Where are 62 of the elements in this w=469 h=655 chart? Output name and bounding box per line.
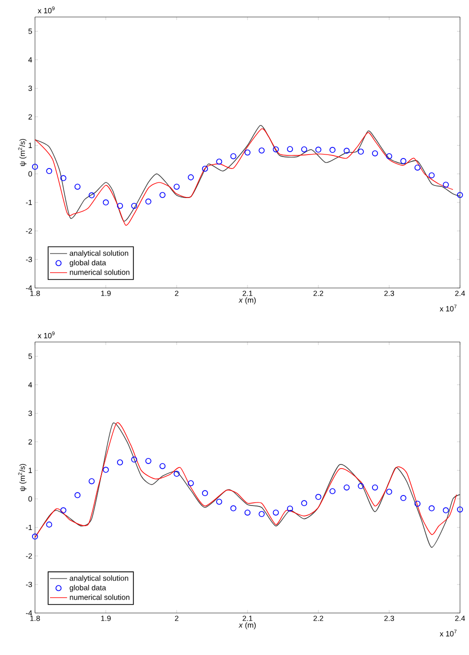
point <box>60 507 66 514</box>
point <box>457 506 463 512</box>
point <box>330 146 336 153</box>
point <box>272 510 279 516</box>
point <box>414 500 420 507</box>
point <box>272 146 279 152</box>
point <box>442 507 449 514</box>
point <box>46 522 52 528</box>
point <box>301 146 308 152</box>
point <box>74 492 80 498</box>
point <box>258 147 265 154</box>
point <box>117 459 123 466</box>
point <box>344 484 350 490</box>
point <box>145 458 152 464</box>
point <box>386 153 392 160</box>
point <box>46 168 52 174</box>
point <box>414 164 420 171</box>
point <box>117 202 123 209</box>
point <box>230 505 236 512</box>
point <box>330 488 336 494</box>
point <box>160 192 166 198</box>
point <box>372 150 378 156</box>
point <box>372 484 378 490</box>
point <box>74 184 80 190</box>
point <box>202 166 208 172</box>
point <box>358 483 364 490</box>
point <box>160 463 166 470</box>
point <box>400 495 406 502</box>
point <box>188 480 194 486</box>
point <box>386 488 392 495</box>
point <box>32 534 38 540</box>
point <box>216 158 222 165</box>
point <box>88 478 95 484</box>
point <box>216 498 222 505</box>
point <box>428 172 435 178</box>
point <box>174 184 180 190</box>
point <box>32 164 38 170</box>
point <box>131 456 138 463</box>
point <box>400 158 406 164</box>
point <box>358 148 364 155</box>
point <box>287 146 293 152</box>
point <box>188 174 194 180</box>
point <box>244 149 250 156</box>
point <box>315 494 322 500</box>
point <box>174 470 180 477</box>
point <box>457 192 463 198</box>
point <box>344 148 350 154</box>
point <box>244 510 250 516</box>
point <box>315 146 322 153</box>
point <box>145 198 152 205</box>
point <box>102 199 109 206</box>
point <box>88 192 95 198</box>
point <box>60 175 66 182</box>
point <box>202 490 208 496</box>
point <box>442 182 449 188</box>
point <box>428 505 435 512</box>
point <box>102 466 109 473</box>
point <box>230 153 236 160</box>
point <box>287 506 293 512</box>
point <box>131 202 138 209</box>
point <box>301 500 308 506</box>
point <box>258 511 265 518</box>
